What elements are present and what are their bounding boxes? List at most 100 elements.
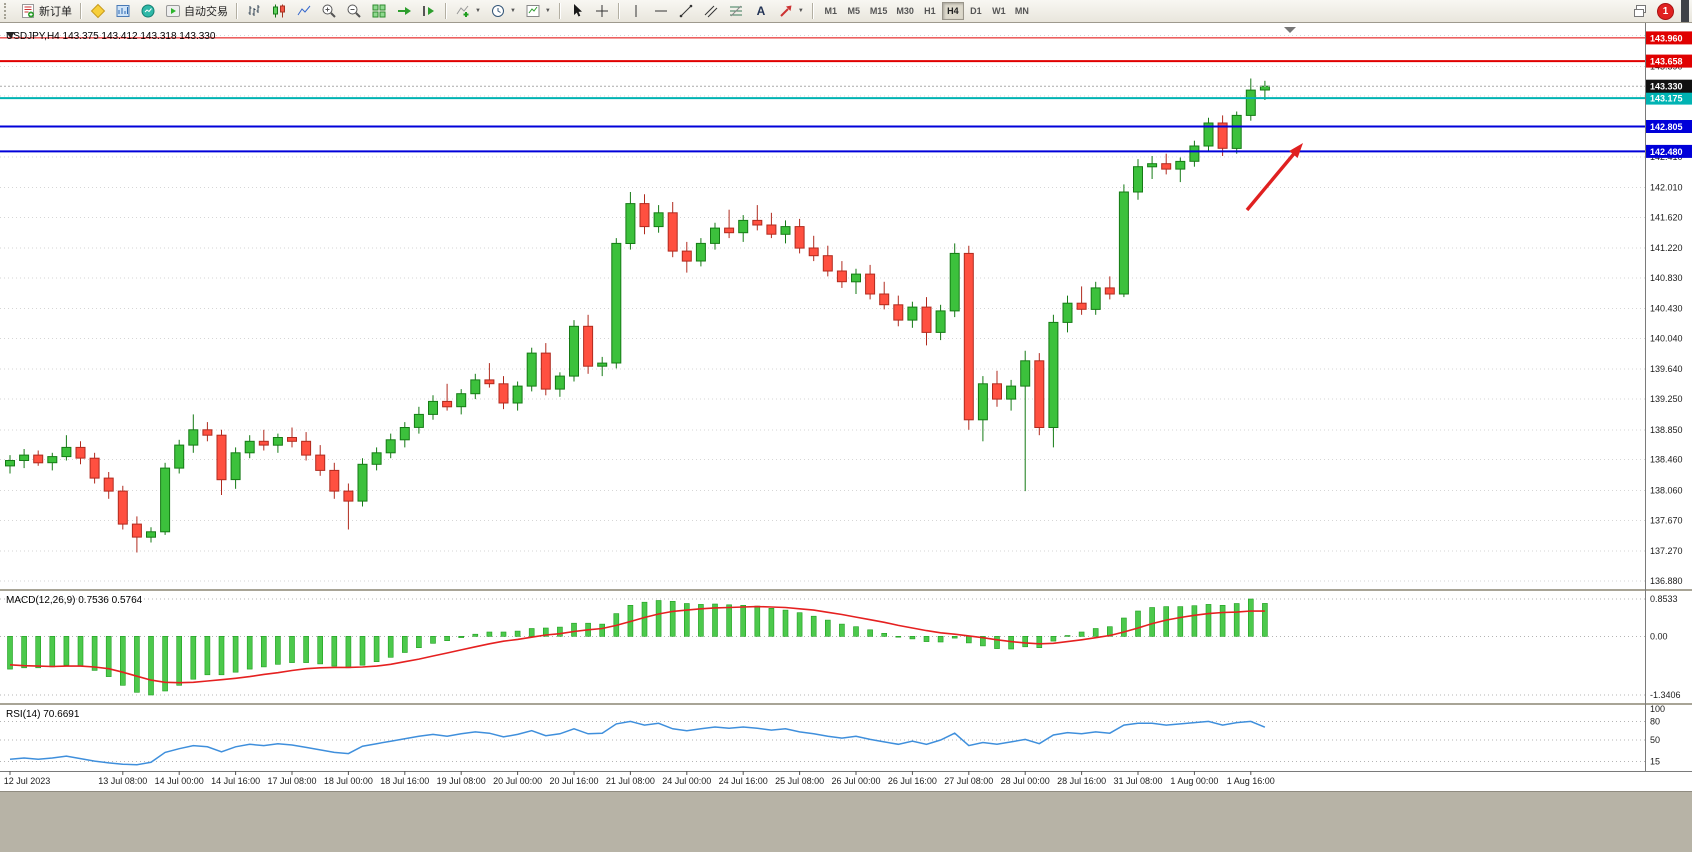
macd-bar xyxy=(77,635,84,667)
timeframe-d1-button[interactable]: D1 xyxy=(965,2,987,20)
macd-bar xyxy=(726,604,732,637)
autotrading-button[interactable]: 自动交易 xyxy=(161,1,232,21)
chart-windows-button[interactable] xyxy=(1628,1,1652,21)
timeframe-w1-button[interactable]: W1 xyxy=(988,2,1010,20)
candle-body xyxy=(625,203,636,245)
svg-text:31 Jul 08:00: 31 Jul 08:00 xyxy=(1113,776,1162,786)
auto-scroll-icon xyxy=(398,7,411,15)
timeframe-m30-button[interactable]: M30 xyxy=(892,2,918,20)
price-chart[interactable]: 143.590142.410142.010141.620141.220140.8… xyxy=(0,23,1692,791)
fibonacci-tool-button[interactable] xyxy=(724,1,748,21)
toolbar-separator xyxy=(558,3,561,19)
vertical-line-icon xyxy=(635,5,637,17)
candle-body xyxy=(5,460,15,467)
candle-body xyxy=(428,400,438,415)
macd-bar xyxy=(895,635,902,638)
candle-body xyxy=(174,444,185,469)
line-objects[interactable] xyxy=(0,37,1645,153)
candle-body xyxy=(484,379,495,385)
macd-bar xyxy=(387,635,394,658)
macd-bar xyxy=(1050,635,1057,642)
crosshair-button[interactable] xyxy=(590,1,614,21)
candle-body xyxy=(33,454,44,464)
timeframe-h1-button[interactable]: H1 xyxy=(919,2,941,20)
text-tool-button[interactable]: A xyxy=(749,1,773,21)
svg-text:142.480: 142.480 xyxy=(1650,147,1683,157)
macd-bar xyxy=(246,635,253,670)
timeframe-m1-button[interactable]: M1 xyxy=(820,2,842,20)
one-click-trading-toggle[interactable] xyxy=(6,32,15,38)
bar-chart-button[interactable] xyxy=(242,1,266,21)
timeframe-mn-button[interactable]: MN xyxy=(1011,2,1033,20)
toolbar: 新订单 自动交易 xyxy=(0,0,1692,23)
rsi-panel xyxy=(9,720,1266,766)
zoom-out-button[interactable] xyxy=(342,1,366,21)
vertical-line-tool-button[interactable] xyxy=(624,1,648,21)
arrow-annotation[interactable] xyxy=(1245,143,1303,212)
candle-body xyxy=(258,440,269,446)
candle-body xyxy=(287,437,297,442)
toolbar-grip[interactable] xyxy=(4,3,11,19)
timeframe-m15-button[interactable]: M15 xyxy=(866,2,892,20)
zoom-in-button[interactable] xyxy=(317,1,341,21)
toolbar-separator xyxy=(445,3,447,19)
svg-text:137.270: 137.270 xyxy=(1650,546,1683,556)
macd-bar xyxy=(1078,631,1085,637)
periods-button[interactable]: ▼ xyxy=(486,1,520,21)
line-chart-button[interactable] xyxy=(292,1,316,21)
candlestick-chart-button[interactable] xyxy=(267,1,291,21)
auto-scroll-button[interactable] xyxy=(392,1,416,21)
time-axis[interactable]: 12 Jul 2023 13 Jul 08:00 14 Jul 00:00 14 Ju… xyxy=(4,771,1275,786)
zoom-out-icon xyxy=(347,4,361,18)
indicators-button[interactable]: ▼ xyxy=(451,1,485,21)
svg-text:140.430: 140.430 xyxy=(1650,304,1683,314)
fibonacci-icon xyxy=(729,5,742,17)
svg-text:50: 50 xyxy=(1650,735,1660,745)
tile-windows-button[interactable] xyxy=(367,1,391,21)
candle-body xyxy=(724,227,735,234)
macd-bar xyxy=(768,607,775,637)
macd-bar xyxy=(557,626,563,637)
metaeditor-button[interactable] xyxy=(86,1,110,21)
candle-body xyxy=(413,413,424,428)
candle-body xyxy=(1245,89,1256,116)
macd-bar xyxy=(754,605,761,637)
macd-bar xyxy=(1064,635,1071,637)
price-axis[interactable]: 143.590142.410142.010141.620141.220140.8… xyxy=(1646,31,1692,767)
macd-bar xyxy=(909,635,916,640)
chart-shift-marker[interactable] xyxy=(1284,27,1296,33)
candle-body xyxy=(569,325,579,377)
svg-text:28 Jul 16:00: 28 Jul 16:00 xyxy=(1057,776,1106,786)
channel-tool-button[interactable] xyxy=(699,1,723,21)
arrow-tool-icon xyxy=(780,5,792,17)
svg-text:19 Jul 08:00: 19 Jul 08:00 xyxy=(437,776,486,786)
trendline-tool-button[interactable] xyxy=(674,1,698,21)
notification-badge[interactable]: 1 xyxy=(1657,2,1674,20)
market-watch-button[interactable] xyxy=(136,1,160,21)
macd-bar xyxy=(683,603,690,637)
candle-body xyxy=(329,469,340,492)
panel-separator[interactable] xyxy=(0,589,1692,591)
chart-shift-button[interactable] xyxy=(417,1,441,21)
new-order-button[interactable]: 新订单 xyxy=(16,1,76,21)
horizontal-line-tool-button[interactable] xyxy=(649,1,673,21)
timeframe-m5-button[interactable]: M5 xyxy=(843,2,865,20)
price-tag-142.805 xyxy=(1646,120,1692,133)
panel-edge xyxy=(1681,0,1689,22)
cursor-button[interactable] xyxy=(565,1,589,21)
arrows-tool-button[interactable]: ▼ xyxy=(774,1,808,21)
candle-body xyxy=(47,456,58,464)
templates-button[interactable]: ▼ xyxy=(521,1,555,21)
price-tag-142.480 xyxy=(1646,144,1692,158)
navigator-button[interactable] xyxy=(111,1,135,21)
panel-separator[interactable] xyxy=(0,703,1692,705)
candle-body xyxy=(1048,321,1059,428)
candle-body xyxy=(540,352,551,390)
svg-text:28 Jul 00:00: 28 Jul 00:00 xyxy=(1001,776,1050,786)
svg-text:24 Jul 00:00: 24 Jul 00:00 xyxy=(662,776,711,786)
macd-bar xyxy=(120,635,126,686)
metaeditor-icon xyxy=(90,3,106,19)
timeframe-h4-button[interactable]: H4 xyxy=(941,2,964,20)
horizontal-line-icon xyxy=(654,10,667,12)
macd-bar xyxy=(514,630,521,637)
